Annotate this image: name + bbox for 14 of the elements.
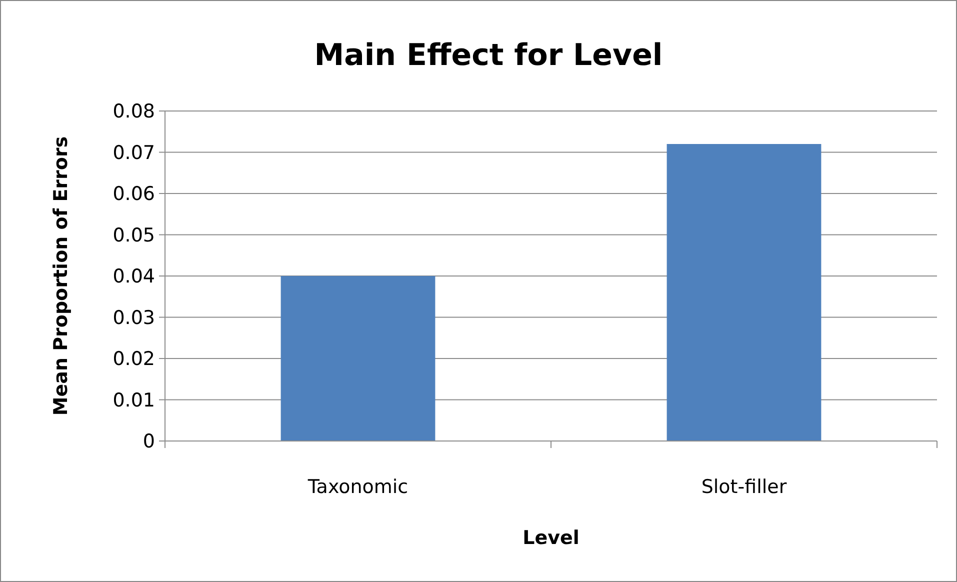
x-axis-title: Level xyxy=(522,527,580,549)
y-tick-label: 0 xyxy=(142,430,155,453)
chart-title: Main Effect for Level xyxy=(314,38,663,73)
y-tick-label: 0.07 xyxy=(112,142,155,164)
x-tick-label: Slot-filler xyxy=(701,476,787,498)
x-tick-label: Taxonomic xyxy=(306,476,408,498)
y-tick-label: 0.05 xyxy=(112,224,155,246)
y-tick-label: 0.02 xyxy=(112,348,155,370)
y-tick-label: 0.01 xyxy=(112,389,155,412)
y-tick-label: 0.06 xyxy=(112,183,155,206)
y-axis-title: Mean Proportion of Errors xyxy=(50,136,72,416)
y-tick-label: 0.04 xyxy=(112,266,155,288)
y-tick-label: 0.03 xyxy=(112,306,155,329)
y-tick-label: 0.08 xyxy=(112,100,155,123)
